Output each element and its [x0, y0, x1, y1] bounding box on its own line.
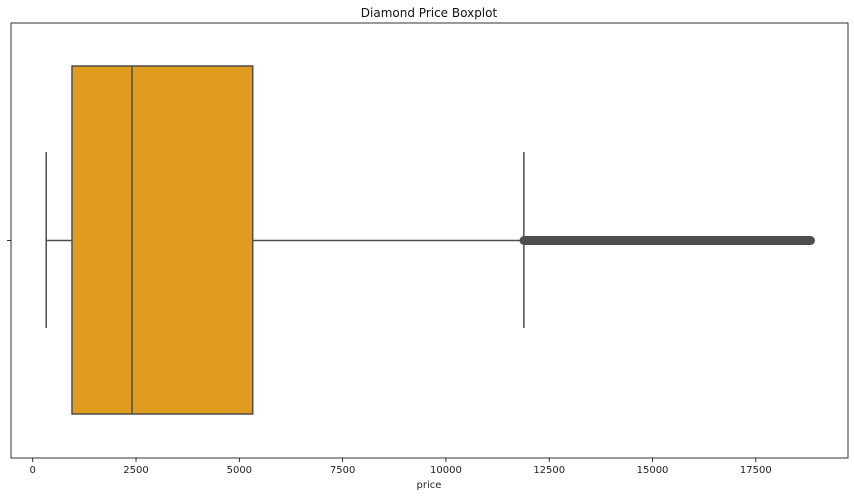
x-tick-label: 15000	[637, 465, 669, 476]
x-tick-label: 2500	[123, 465, 148, 476]
x-tick-label: 17500	[740, 465, 772, 476]
chart-title: Diamond Price Boxplot	[361, 6, 498, 20]
x-tick-label: 0	[30, 465, 36, 476]
x-tick-label: 5000	[227, 465, 252, 476]
iqr-box	[71, 65, 254, 415]
x-tick-label: 7500	[330, 465, 355, 476]
x-axis-ticks: 0 2500 5000 7500 10000 12500 15000 17500	[30, 458, 772, 476]
x-axis-label: price	[417, 480, 442, 491]
box-group	[45, 65, 815, 415]
x-tick-label: 12500	[533, 465, 565, 476]
x-tick-label: 10000	[430, 465, 462, 476]
